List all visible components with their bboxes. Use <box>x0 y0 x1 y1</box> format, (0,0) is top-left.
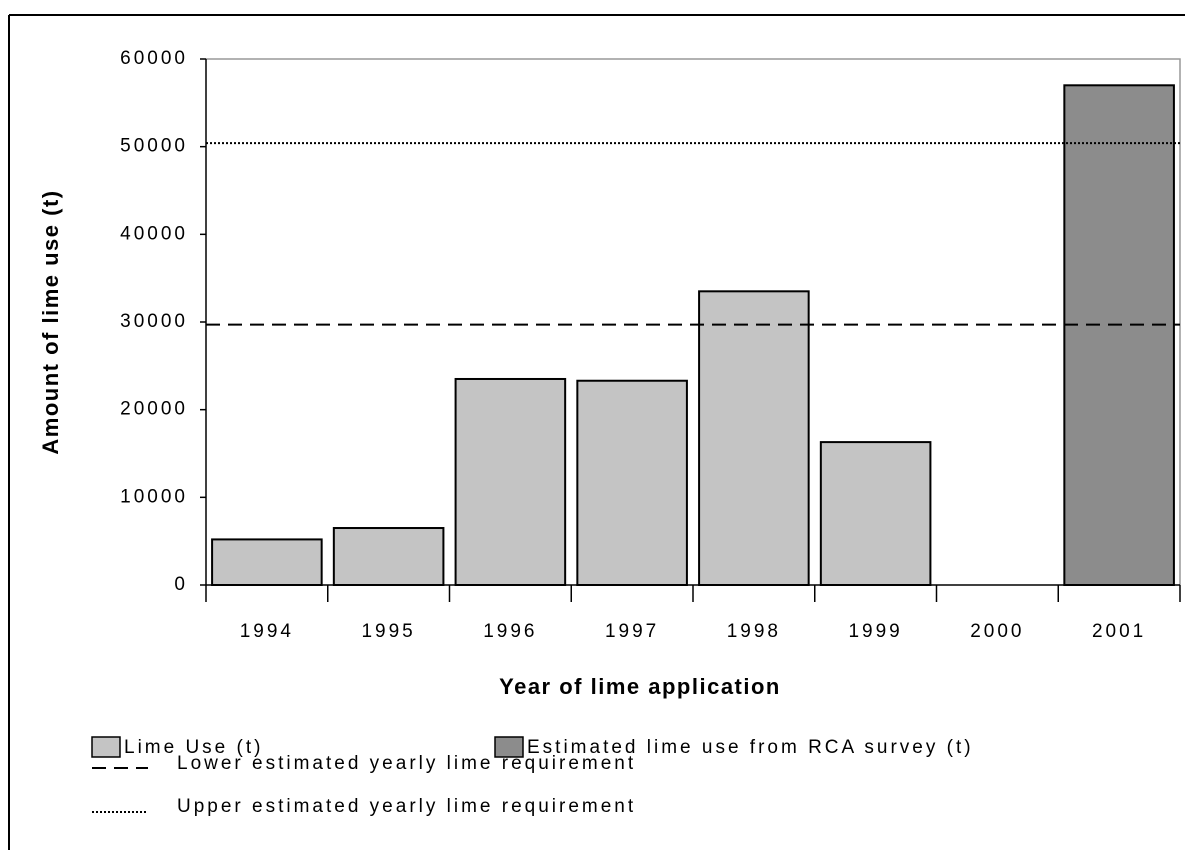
bar <box>211 538 323 586</box>
bar <box>1063 84 1175 587</box>
y-tick-label: 20000 <box>120 399 188 420</box>
x-tick-label: 1997 <box>605 621 659 642</box>
y-tick-label: 30000 <box>120 311 188 332</box>
x-tick-label: 1999 <box>848 621 902 642</box>
x-tick-label: 1996 <box>483 621 537 642</box>
bar <box>332 527 445 586</box>
legend-label: Upper estimated yearly lime requirement <box>177 796 636 817</box>
x-axis-title: Year of lime application <box>499 674 781 699</box>
y-tick-label: 50000 <box>120 136 188 157</box>
y-tick-label: 40000 <box>120 223 188 244</box>
legend-swatch <box>494 736 524 758</box>
x-tick-label: 2001 <box>1092 621 1146 642</box>
plot-border <box>206 58 1181 585</box>
legend-label: Estimated lime use from RCA survey (t) <box>527 737 974 758</box>
x-tick-label: 1995 <box>361 621 415 642</box>
bar <box>698 290 810 586</box>
bar <box>576 379 688 586</box>
y-tick-label: 10000 <box>120 486 188 507</box>
bar <box>454 377 567 586</box>
bar <box>819 441 932 586</box>
legend-label: Lower estimated yearly lime requirement <box>177 753 636 774</box>
legend-swatch <box>91 736 121 758</box>
y-axis-title: Amount of lime use (t) <box>38 189 63 454</box>
x-tick-label: 2000 <box>970 621 1024 642</box>
legend-label: Lime Use (t) <box>124 737 263 758</box>
x-tick-label: 1998 <box>727 621 781 642</box>
x-tick-label: 1994 <box>240 621 294 642</box>
y-tick-label: 60000 <box>120 48 188 69</box>
y-tick-label: 0 <box>174 574 188 595</box>
